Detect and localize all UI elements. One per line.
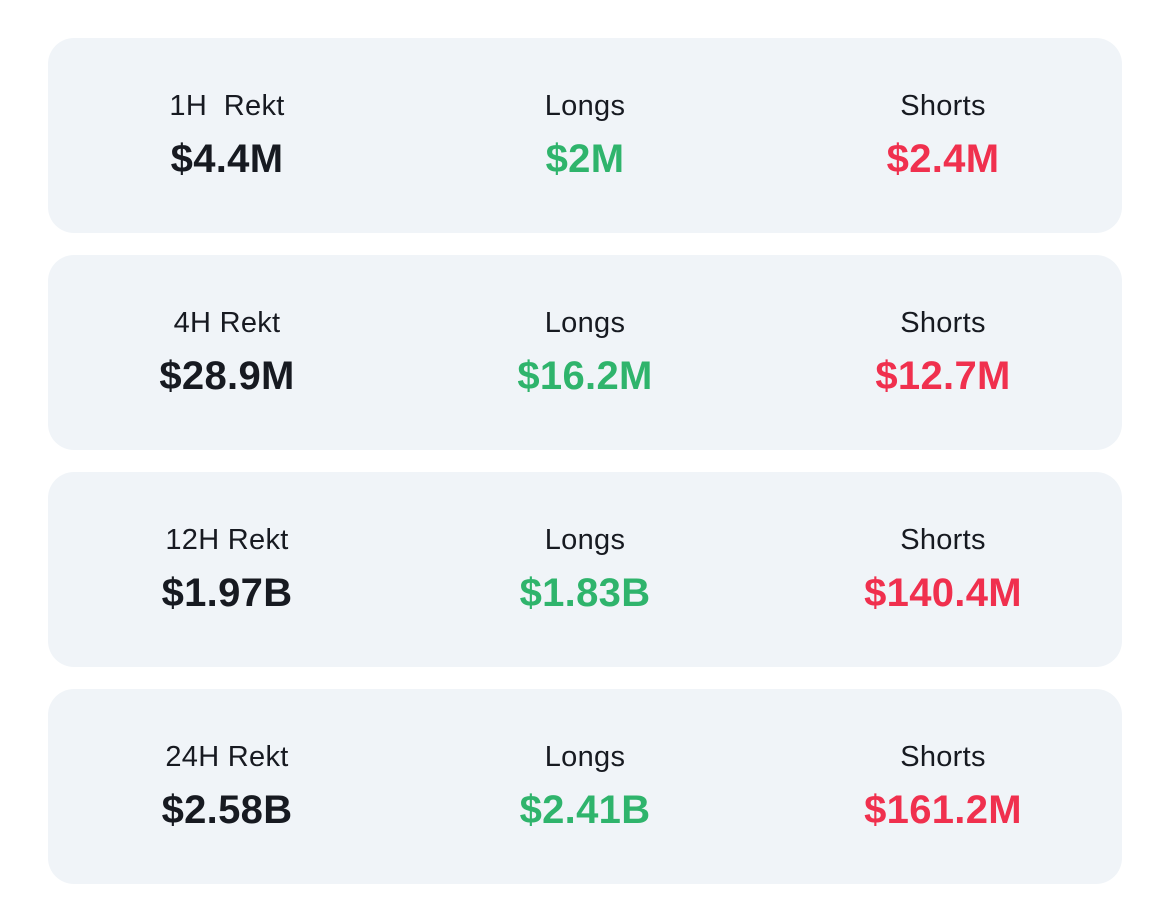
longs-value: $2M [545,137,625,181]
rekt-total-column: 4H Rekt $28.9M [48,255,406,450]
shorts-label: Shorts [900,90,986,122]
shorts-value: $2.4M [886,137,1000,181]
shorts-value: $161.2M [864,788,1022,832]
shorts-column: Shorts $161.2M [764,689,1122,884]
longs-value: $2.41B [519,788,651,832]
rekt-card-12h: 12H Rekt $1.97B Longs $1.83B Shorts $140… [48,472,1122,667]
shorts-column: Shorts $2.4M [764,38,1122,233]
longs-column: Longs $2.41B [406,689,764,884]
rekt-card-4h: 4H Rekt $28.9M Longs $16.2M Shorts $12.7… [48,255,1122,450]
longs-column: Longs $2M [406,38,764,233]
longs-label: Longs [544,524,626,556]
period-label: 1H Rekt [169,90,285,122]
shorts-label: Shorts [900,524,986,556]
longs-label: Longs [544,90,626,122]
rekt-total-column: 24H Rekt $2.58B [48,689,406,884]
shorts-label: Shorts [900,741,986,773]
shorts-value: $140.4M [864,571,1022,615]
rekt-total-value: $28.9M [159,354,295,398]
period-label: 12H Rekt [165,524,289,556]
longs-label: Longs [544,307,626,339]
liquidation-stats-list: 1H Rekt $4.4M Longs $2M Shorts $2.4M 4H … [48,38,1122,884]
shorts-column: Shorts $12.7M [764,255,1122,450]
shorts-value: $12.7M [875,354,1011,398]
longs-column: Longs $16.2M [406,255,764,450]
shorts-column: Shorts $140.4M [764,472,1122,667]
shorts-label: Shorts [900,307,986,339]
period-label: 24H Rekt [165,741,289,773]
rekt-total-value: $2.58B [161,788,293,832]
longs-value: $1.83B [519,571,651,615]
rekt-total-column: 1H Rekt $4.4M [48,38,406,233]
rekt-card-1h: 1H Rekt $4.4M Longs $2M Shorts $2.4M [48,38,1122,233]
longs-value: $16.2M [517,354,653,398]
rekt-card-24h: 24H Rekt $2.58B Longs $2.41B Shorts $161… [48,689,1122,884]
rekt-total-value: $4.4M [170,137,284,181]
rekt-total-column: 12H Rekt $1.97B [48,472,406,667]
rekt-total-value: $1.97B [161,571,293,615]
longs-column: Longs $1.83B [406,472,764,667]
period-label: 4H Rekt [173,307,281,339]
longs-label: Longs [544,741,626,773]
